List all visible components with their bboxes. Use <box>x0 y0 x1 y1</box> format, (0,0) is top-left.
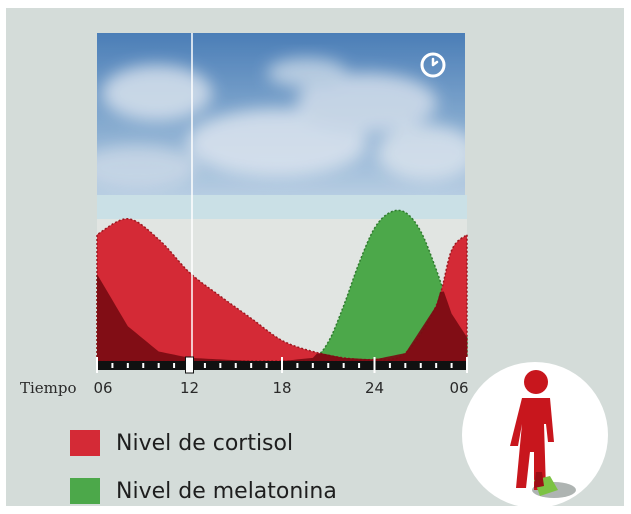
legend-label-cortisol: Nivel de cortisol <box>116 430 294 456</box>
series-melatonin <box>96 209 468 363</box>
axis-minor-tick <box>342 363 345 368</box>
plot-top-band <box>97 195 467 219</box>
legend-item-melatonin: Nivel de melatonina <box>70 476 337 506</box>
time-marker-line <box>191 33 193 367</box>
axis-minor-tick <box>173 363 176 368</box>
legend-swatch-cortisol <box>70 430 100 456</box>
series-cortisol <box>96 218 468 362</box>
axis-minor-tick <box>296 363 299 368</box>
axis-minor-tick <box>435 363 438 368</box>
axis-major-tick <box>373 357 376 373</box>
axis-major-tick <box>466 357 468 373</box>
axis-minor-tick <box>250 363 253 368</box>
x-tick-label: 24 <box>364 379 385 397</box>
series-layer <box>96 209 468 363</box>
x-tick-label: 18 <box>272 379 292 397</box>
axis-minor-tick <box>419 363 422 368</box>
standing-person-icon <box>510 370 576 498</box>
legend-item-cortisol: Nivel de cortisol <box>70 428 293 458</box>
axis-minor-tick <box>358 363 361 368</box>
time-slider-handle[interactable] <box>185 356 194 374</box>
axis-minor-tick <box>126 363 129 368</box>
axis-major-tick <box>96 357 98 373</box>
x-tick-label: 06 <box>449 379 469 397</box>
axis-minor-tick <box>219 363 222 368</box>
axis-minor-tick <box>157 363 160 368</box>
axis-minor-tick <box>111 363 114 368</box>
axis-minor-tick <box>404 363 407 368</box>
sky-image <box>97 33 465 195</box>
person-badge <box>462 362 608 508</box>
hormone-chart <box>96 33 468 374</box>
x-tick-label: 06 <box>93 379 113 397</box>
series-overlap <box>97 274 467 361</box>
x-axis-title: Tiempo <box>20 379 77 397</box>
x-tick-label: 12 <box>179 379 200 397</box>
axis-minor-tick <box>265 363 268 368</box>
axis-minor-tick <box>142 363 145 368</box>
axis-minor-tick <box>450 363 453 368</box>
legend-label-melatonin: Nivel de melatonina <box>116 478 337 504</box>
axis-minor-tick <box>327 363 330 368</box>
axis-major-tick <box>281 357 283 373</box>
axis-minor-tick <box>234 363 237 368</box>
time-axis <box>96 356 468 374</box>
clock-icon <box>420 52 446 78</box>
legend-swatch-melatonin <box>70 478 100 504</box>
axis-minor-tick <box>311 363 314 368</box>
axis-minor-tick <box>203 363 206 368</box>
axis-minor-tick <box>388 363 391 368</box>
